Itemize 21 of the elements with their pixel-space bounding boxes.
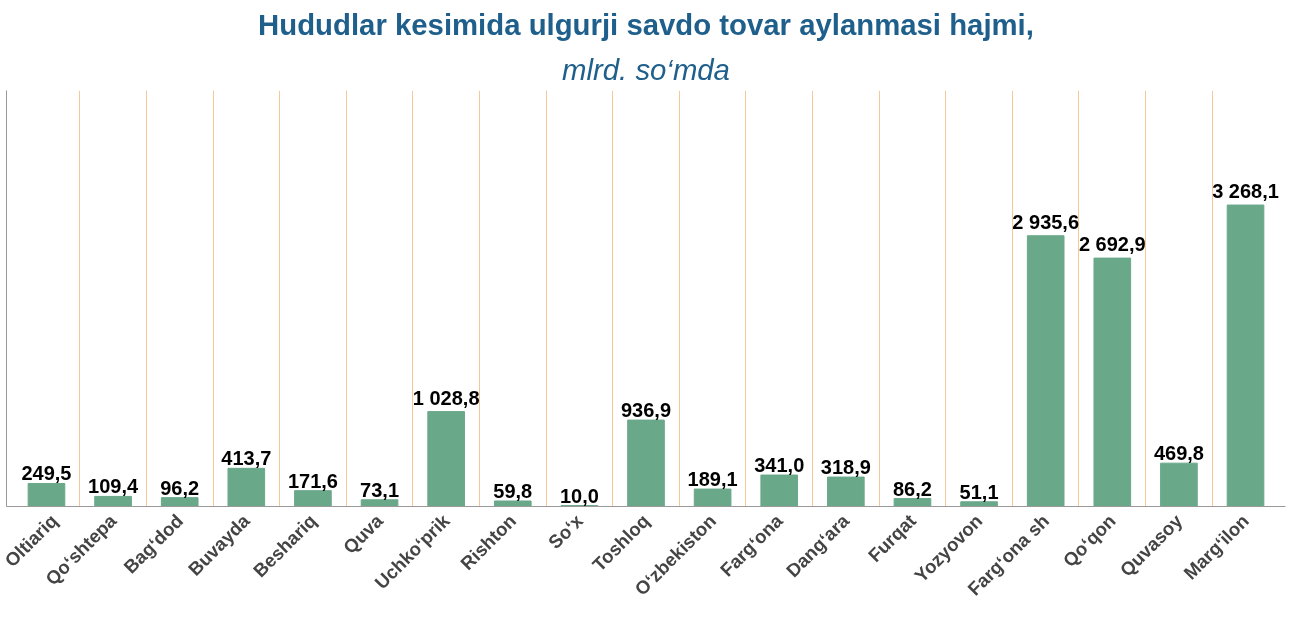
- chart-subtitle: mlrd. so‘mda: [562, 52, 730, 86]
- data-label: 96,2: [160, 476, 200, 499]
- data-label: 189,1: [687, 468, 738, 491]
- data-label: 86,2: [893, 477, 932, 500]
- data-label: 341,0: [754, 454, 805, 477]
- data-label: 51,1: [959, 480, 999, 503]
- data-label: 3 268,1: [1212, 180, 1279, 203]
- data-label: 73,1: [360, 478, 400, 501]
- data-label: 249,5: [21, 462, 72, 485]
- data-label: 2 692,9: [1078, 233, 1146, 256]
- data-label: 171,6: [287, 469, 338, 492]
- chart-title: Hududlar kesimida ulgurji savdo tovar aylanmasi hajmi,: [258, 7, 1034, 41]
- data-label: 936,9: [620, 399, 672, 422]
- data-label: 2 935,6: [1012, 210, 1080, 233]
- data-label: 413,7: [221, 447, 272, 470]
- data-label: 59,8: [493, 479, 533, 502]
- data-label: 469,8: [1153, 442, 1204, 465]
- data-label: 1 028,8: [412, 386, 480, 409]
- data-label: 318,9: [820, 456, 871, 479]
- data-label: 10,0: [559, 484, 599, 507]
- data-label: 109,4: [88, 475, 139, 498]
